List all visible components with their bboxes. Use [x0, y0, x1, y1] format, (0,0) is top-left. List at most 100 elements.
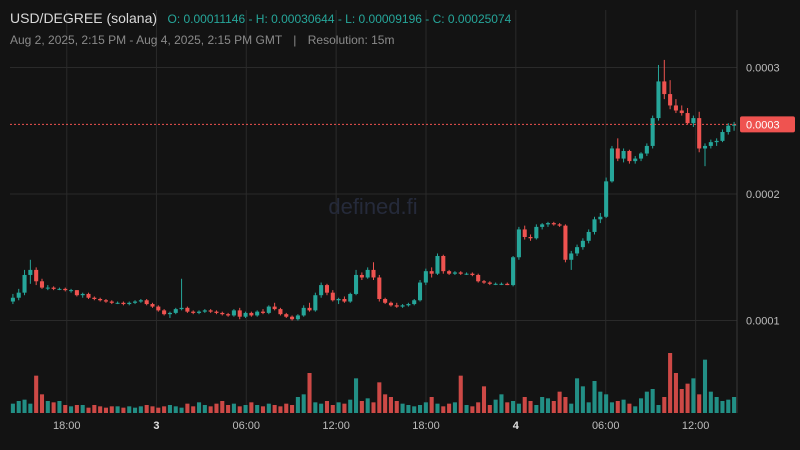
candle-body — [74, 290, 79, 296]
volume-bar — [127, 406, 132, 413]
candle-body — [208, 310, 213, 312]
candle-body — [615, 148, 620, 159]
candle-body — [348, 293, 353, 302]
candle-body — [22, 274, 27, 293]
volume-bar — [185, 403, 190, 413]
candle-body — [150, 304, 155, 307]
price-axis[interactable]: 0.0003 0.0002 0.0001 — [746, 63, 780, 328]
volume-bar — [412, 406, 417, 413]
candle-body — [220, 312, 225, 315]
volume-bar — [278, 406, 283, 413]
candle-body — [260, 311, 266, 313]
candle-body — [92, 297, 97, 299]
volume-bar — [691, 378, 696, 413]
volume-bar — [202, 405, 207, 413]
volume-bar — [633, 406, 638, 413]
candle-body — [545, 223, 551, 225]
volume-bar — [499, 394, 504, 413]
volume-bar — [487, 405, 492, 413]
candle-body — [162, 310, 167, 315]
candle-body — [650, 118, 655, 146]
volume-bar — [604, 394, 609, 413]
volume-bar — [133, 407, 138, 413]
volume-bar — [103, 407, 108, 413]
candle-body — [685, 113, 690, 124]
current-price-label: 0.0003 — [746, 119, 780, 131]
candle-body — [481, 281, 487, 283]
candle-body — [51, 287, 56, 289]
volume-bar — [528, 401, 533, 413]
volume-bar — [394, 401, 399, 413]
date-range: Aug 2, 2025, 2:15 PM - Aug 4, 2025, 2:15… — [10, 33, 282, 47]
volume-bar — [138, 406, 143, 413]
candle-body — [63, 288, 68, 291]
candle-body — [307, 307, 312, 311]
candle-body — [266, 306, 271, 313]
volume-bar — [80, 405, 85, 413]
watermark: defined.fi — [328, 194, 417, 219]
candle-body — [243, 312, 248, 317]
volume-bar — [365, 398, 370, 413]
candle-body — [441, 255, 446, 272]
candle-body — [138, 300, 143, 302]
candle-body — [57, 288, 62, 290]
volume-bar — [307, 373, 312, 413]
volume-bar — [290, 405, 295, 413]
candle-body — [324, 285, 330, 293]
candle-body — [45, 287, 50, 289]
candle-body — [575, 247, 580, 254]
volume-bar — [220, 401, 225, 413]
volume-bar — [237, 406, 242, 413]
x-tick-label: 18:00 — [53, 420, 81, 432]
candle-body — [417, 282, 423, 301]
candle-body — [470, 273, 475, 275]
candle-body — [231, 310, 236, 316]
candle-body — [557, 224, 562, 226]
x-tick-label: 06:00 — [233, 420, 261, 432]
candle-body — [598, 216, 603, 220]
volume-bar — [57, 401, 62, 413]
candle-body — [133, 301, 138, 303]
candle-body — [191, 311, 196, 313]
volume-bar — [214, 403, 219, 413]
candle-body — [179, 307, 184, 310]
volume-bar — [22, 399, 27, 413]
volume-bar — [464, 405, 469, 413]
volume-bar — [545, 398, 551, 413]
volume-bar — [580, 386, 585, 413]
ohlc-values: O: 0.00011146 - H: 0.00030644 - L: 0.000… — [167, 12, 512, 26]
y-tick-label: 0.0002 — [746, 189, 780, 201]
time-axis[interactable]: 18:00 3 06:00 12:00 18:00 4 06:00 12:00 — [53, 420, 709, 432]
volume-bar — [476, 402, 481, 413]
volume-bar — [324, 401, 330, 413]
volume-bar — [563, 397, 568, 413]
candle-body — [173, 309, 178, 313]
candle-body — [534, 226, 539, 239]
volume-bar — [109, 406, 114, 413]
volume-bar — [69, 406, 74, 413]
volume-bar — [45, 401, 50, 413]
volume-bar — [493, 399, 498, 413]
volume-bar — [272, 405, 277, 413]
volume-bar — [505, 402, 510, 413]
candle-body — [336, 298, 341, 301]
candle-body — [487, 282, 492, 284]
volume-bar — [208, 406, 213, 413]
volume-bar — [621, 399, 626, 413]
candle-body — [673, 105, 678, 111]
volume-bar — [249, 402, 254, 413]
volume-bar — [615, 401, 620, 413]
candle-body — [121, 302, 126, 305]
candle-body — [679, 110, 684, 114]
candle-body — [447, 271, 452, 274]
volume-bar — [522, 397, 527, 413]
candle-body — [290, 316, 295, 320]
volume-bar — [650, 389, 655, 413]
candle-body — [511, 257, 516, 286]
candle-body — [377, 277, 382, 299]
candle-body — [493, 283, 498, 285]
volume-bar — [359, 401, 364, 413]
volume-bar — [639, 398, 644, 413]
